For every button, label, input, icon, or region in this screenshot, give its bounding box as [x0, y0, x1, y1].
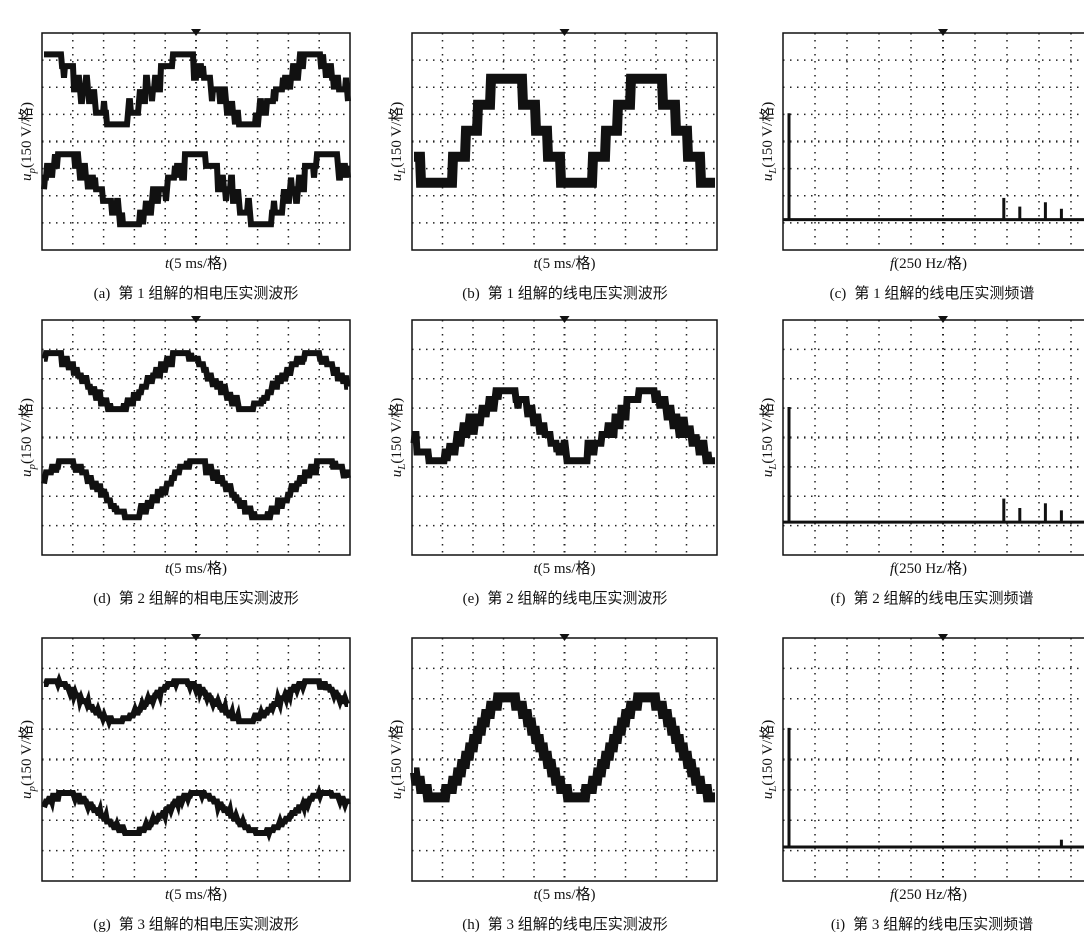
- trace: [44, 353, 348, 409]
- caption: (e) 第 2 组解的线电压实测波形: [463, 589, 668, 607]
- y-label-unit: (150 V/格): [388, 398, 405, 464]
- panel: uL(150 V/格) f(250 Hz/格) (i) 第 3 组解的线电压实测频谱: [759, 634, 1084, 933]
- x-axis-label: t(5 ms/格): [533, 560, 595, 577]
- x-axis-label: t(5 ms/格): [165, 255, 227, 272]
- caption-text: 第 2 组解的相电压实测波形: [119, 589, 299, 607]
- y-label-unit: (150 V/格): [388, 720, 405, 786]
- y-label-sub: L: [396, 464, 408, 471]
- caption-tag: (d): [93, 591, 111, 607]
- x-axis-label: t(5 ms/格): [533, 886, 595, 903]
- panel: up(150 V/格) t(5 ms/格) (g) 第 3 组解的相电压实测波形: [18, 634, 350, 933]
- panel: up(150 V/格) t(5 ms/格) (d) 第 2 组解的相电压实测波形: [18, 316, 350, 607]
- panel: uL(150 V/格) t(5 ms/格) (e) 第 2 组解的线电压实测波形: [388, 316, 717, 607]
- caption: (c) 第 1 组解的线电压实测频谱: [830, 284, 1035, 302]
- caption-text: 第 3 组解的线电压实测波形: [488, 915, 668, 933]
- caption: (a) 第 1 组解的相电压实测波形: [94, 284, 299, 302]
- spectrum: [783, 728, 1084, 847]
- x-label-unit: (250 Hz/格): [894, 886, 967, 903]
- trace: [414, 79, 715, 183]
- y-label-symbol: u: [760, 792, 776, 800]
- y-label-symbol: u: [19, 469, 35, 477]
- caption-tag: (i): [831, 917, 845, 933]
- x-label-unit: (5 ms/格): [538, 255, 596, 272]
- x-label-unit: (250 Hz/格): [894, 255, 967, 272]
- y-axis-label: uL(150 V/格): [759, 102, 778, 182]
- y-label-symbol: u: [19, 173, 35, 181]
- caption-text: 第 2 组解的线电压实测波形: [487, 589, 667, 607]
- y-label-symbol: u: [19, 791, 35, 799]
- caption: (b) 第 1 组解的线电压实测波形: [462, 284, 668, 302]
- figure: up(150 V/格)t(5 ms/格)(a)第 1 组解的相电压实测波形uL(…: [0, 0, 1084, 942]
- trace: [44, 154, 348, 224]
- y-axis-label: up(150 V/格): [18, 398, 37, 477]
- y-label-sub: L: [767, 464, 779, 471]
- y-label-sub: L: [767, 168, 779, 175]
- caption-text: 第 1 组解的线电压实测波形: [488, 284, 668, 302]
- panel: up(150 V/格) t(5 ms/格) (a) 第 1 组解的相电压实测波形: [18, 29, 350, 302]
- caption-tag: (f): [830, 591, 845, 607]
- panel: uL(150 V/格) f(250 Hz/格) (c) 第 1 组解的线电压实测频谱: [759, 29, 1084, 302]
- y-label-symbol: u: [389, 470, 405, 478]
- caption-tag: (b): [462, 286, 480, 302]
- y-label-sub: L: [396, 786, 408, 793]
- x-label-unit: (5 ms/格): [169, 255, 227, 272]
- caption-tag: (h): [462, 917, 480, 933]
- x-label-unit: (5 ms/格): [538, 560, 596, 577]
- caption: (h) 第 3 组解的线电压实测波形: [462, 915, 668, 933]
- caption: (i) 第 3 组解的线电压实测频谱: [831, 915, 1033, 933]
- y-label-unit: (150 V/格): [759, 720, 776, 786]
- y-label-unit: (150 V/格): [759, 102, 776, 168]
- y-label-symbol: u: [389, 792, 405, 800]
- panel: uL(150 V/格) t(5 ms/格) (b) 第 1 组解的线电压实测波形: [388, 29, 717, 302]
- y-label-symbol: u: [760, 174, 776, 182]
- x-label-unit: (5 ms/格): [169, 886, 227, 903]
- y-label-unit: (150 V/格): [18, 398, 35, 464]
- y-label-sub: L: [396, 168, 408, 175]
- y-axis-label: uL(150 V/格): [388, 102, 407, 182]
- x-axis-label: f(250 Hz/格): [890, 255, 967, 272]
- x-axis-label: t(5 ms/格): [533, 255, 595, 272]
- y-axis-label: uL(150 V/格): [759, 720, 778, 800]
- caption-text: 第 3 组解的相电压实测波形: [119, 915, 299, 933]
- x-label-unit: (250 Hz/格): [894, 560, 967, 577]
- x-axis-label: t(5 ms/格): [165, 560, 227, 577]
- x-axis-label: t(5 ms/格): [165, 886, 227, 903]
- caption-tag: (a): [94, 286, 111, 302]
- caption-text: 第 1 组解的相电压实测波形: [118, 284, 298, 302]
- panel: uL(150 V/格) t(5 ms/格) (h) 第 3 组解的线电压实测波形: [388, 634, 717, 933]
- caption: (g) 第 3 组解的相电压实测波形: [93, 915, 299, 933]
- panel: uL(150 V/格) f(250 Hz/格) (f) 第 2 组解的线电压实测频谱: [759, 316, 1084, 607]
- y-axis-label: up(150 V/格): [18, 720, 37, 799]
- caption-tag: (g): [93, 917, 111, 933]
- trace: [414, 697, 715, 797]
- x-axis-label: f(250 Hz/格): [890, 560, 967, 577]
- y-label-symbol: u: [389, 174, 405, 182]
- x-label-unit: (5 ms/格): [538, 886, 596, 903]
- x-label-unit: (5 ms/格): [169, 560, 227, 577]
- caption-tag: (c): [830, 286, 847, 302]
- y-axis-label: up(150 V/格): [18, 102, 37, 181]
- y-label-unit: (150 V/格): [18, 720, 35, 786]
- y-label-unit: (150 V/格): [759, 398, 776, 464]
- y-label-sub: L: [767, 786, 779, 793]
- caption-text: 第 2 组解的线电压实测频谱: [853, 589, 1033, 607]
- caption-text: 第 1 组解的线电压实测频谱: [854, 284, 1034, 302]
- y-axis-label: uL(150 V/格): [759, 398, 778, 478]
- caption-text: 第 3 组解的线电压实测频谱: [853, 915, 1033, 933]
- caption-tag: (e): [463, 591, 480, 607]
- scope-frame: [783, 33, 1084, 250]
- spectrum: [783, 407, 1084, 522]
- y-label-symbol: u: [760, 470, 776, 478]
- y-axis-label: uL(150 V/格): [388, 720, 407, 800]
- caption: (d) 第 2 组解的相电压实测波形: [93, 589, 299, 607]
- x-axis-label: f(250 Hz/格): [890, 886, 967, 903]
- y-label-unit: (150 V/格): [388, 102, 405, 168]
- y-axis-label: uL(150 V/格): [388, 398, 407, 478]
- caption: (f) 第 2 组解的线电压实测频谱: [830, 589, 1033, 607]
- y-label-unit: (150 V/格): [18, 102, 35, 168]
